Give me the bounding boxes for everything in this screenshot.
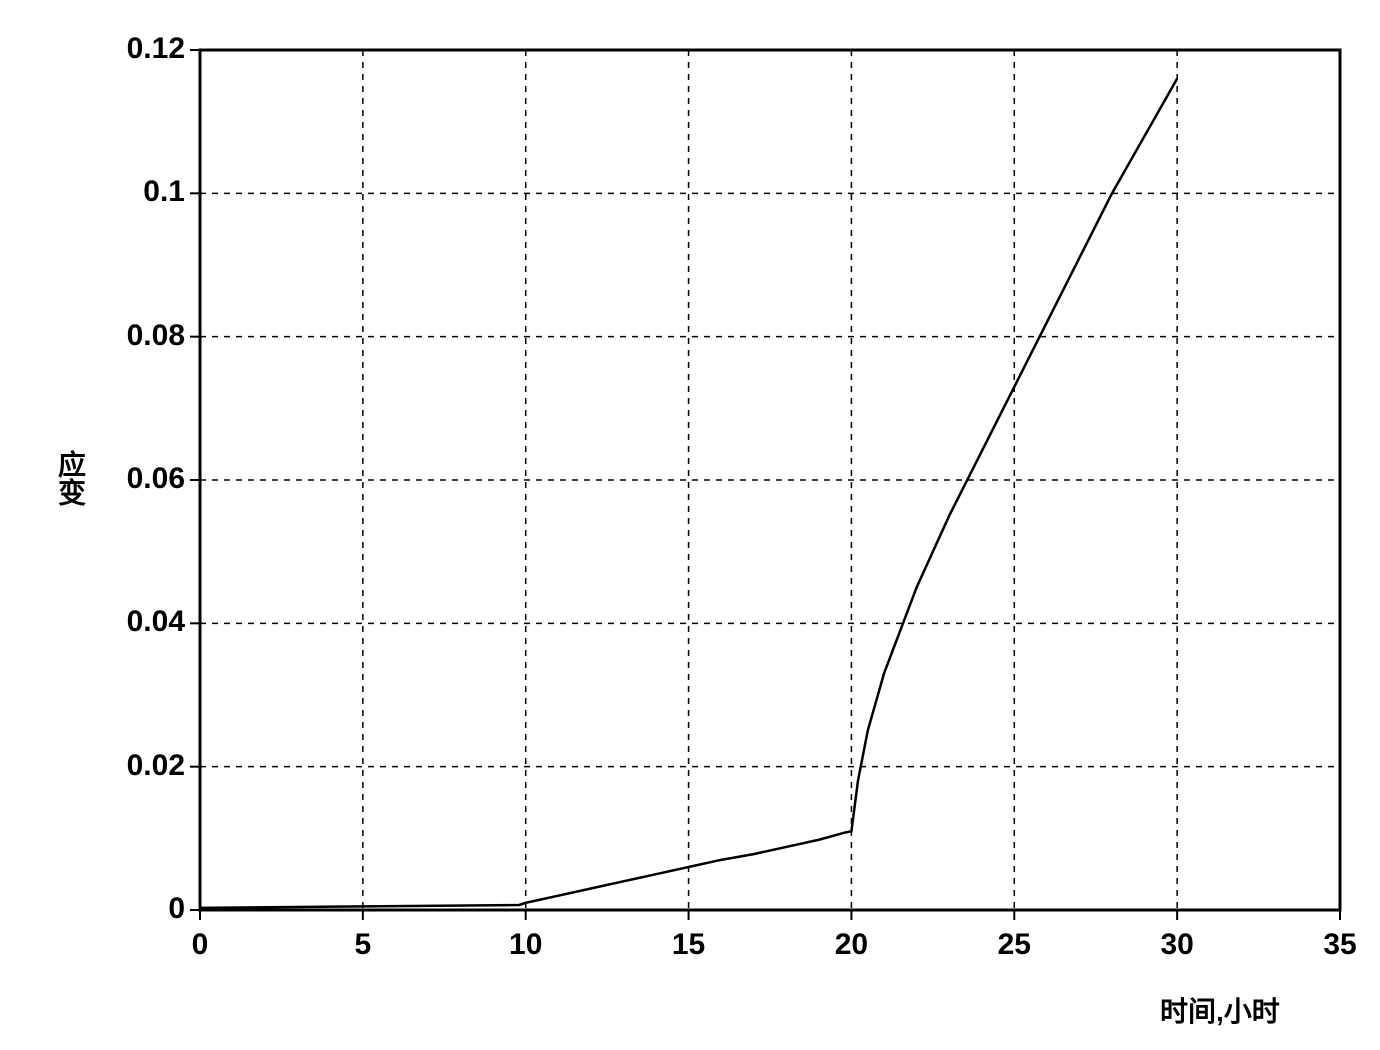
y-tick-label: 0 <box>75 892 185 926</box>
x-tick-label: 35 <box>1310 928 1370 962</box>
y-tick-label: 0.12 <box>75 32 185 66</box>
x-tick-label: 15 <box>659 928 719 962</box>
chart-container: 应变 时间,小时 0510152025303500.020.040.060.08… <box>20 20 1360 1010</box>
y-tick-label: 0.02 <box>75 749 185 783</box>
y-tick-label: 0.04 <box>75 605 185 639</box>
x-tick-label: 10 <box>496 928 556 962</box>
y-tick-label: 0.08 <box>75 319 185 353</box>
x-tick-label: 20 <box>821 928 881 962</box>
x-axis-label: 时间,小时 <box>1160 990 1280 1030</box>
chart-svg <box>20 20 1380 1050</box>
x-tick-label: 25 <box>984 928 1044 962</box>
y-tick-label: 0.1 <box>75 175 185 209</box>
x-tick-label: 5 <box>333 928 393 962</box>
x-tick-label: 30 <box>1147 928 1207 962</box>
x-tick-label: 0 <box>170 928 230 962</box>
y-tick-label: 0.06 <box>75 462 185 496</box>
